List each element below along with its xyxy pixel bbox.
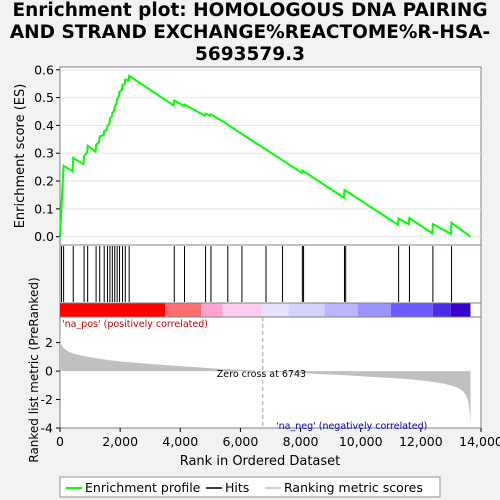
x-tick-label: 10,000 [339,434,383,449]
colorbar-segment [222,303,262,317]
legend-box [59,476,441,498]
x-tick-label: 2,000 [102,434,138,449]
metric-y-tick-label: 2 [45,335,53,350]
es-y-tick-label: 0.0 [34,229,54,244]
colorbar-segment [450,303,471,317]
metric-y-tick-label: -2 [41,392,53,407]
colorbar-segment [60,303,166,317]
legend-label-ranking: Ranking metric scores [284,480,423,495]
colorbar-segment [432,303,451,317]
enrichment-profile-line [59,74,472,238]
positive-correlation-label: 'na_pos' (positively correlated) [62,319,208,330]
x-tick-label: 4,000 [162,434,198,449]
colorbar-segment [261,303,289,317]
metric-y-tick-label: -4 [41,421,54,436]
hits-panel [59,244,482,304]
chart-title: Enrichment plot: HOMOLOGOUS DNA PAIRING … [0,0,500,66]
es-y-tick-label: 0.4 [34,118,54,133]
x-tick-label: 6,000 [223,434,259,449]
x-tick-label: 12,000 [399,434,443,449]
x-tick-label: 8,000 [283,434,319,449]
x-axis-label: Rank in Ordered Dataset [180,454,341,469]
x-tick-label: 0 [56,434,64,449]
chart-title-line: AND STRAND EXCHANGE%REACTOME%R-HSA- [9,22,491,43]
legend-label-enrichment: Enrichment profile [85,480,201,495]
chart-title-line: Enrichment plot: HOMOLOGOUS DNA PAIRING [12,0,488,21]
metric-y-tick-label: 0 [45,364,53,379]
es-y-axis-label: Enrichment score (ES) [13,84,28,229]
x-tick-label: 14,000 [459,434,500,449]
es-panel [59,66,482,246]
es-y-tick-label: 0.5 [34,90,54,105]
colorbar-segment [390,303,433,317]
colorbar-segment [165,303,202,317]
legend-label-hits: Hits [225,480,249,495]
metric-y-axis-label: Ranked list metric (PreRanked) [27,277,41,462]
colorbar-segment [357,303,391,317]
negative-correlation-label: 'na_neg' (negatively correlated) [276,421,427,432]
es-y-tick-label: 0.1 [34,201,54,216]
ranked-metric-area [60,330,471,425]
zero-cross-label: Zero cross at 6743 [217,369,306,380]
chart-title-line: 5693579.3 [194,44,305,65]
colorbar-segment [288,303,325,317]
colorbar-segment [324,303,358,317]
es-y-tick-label: 0.2 [34,174,54,189]
es-y-tick-label: 0.3 [34,146,54,161]
colorbar-segment [201,303,223,317]
es-y-tick-label: 0.6 [34,62,54,77]
